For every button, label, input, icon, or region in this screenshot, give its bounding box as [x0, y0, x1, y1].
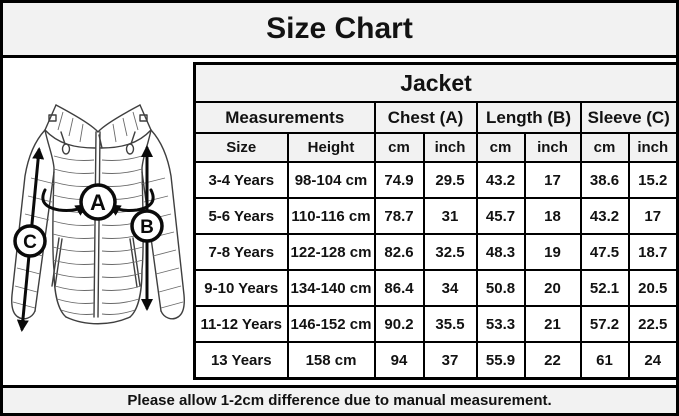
zipper-line	[93, 131, 101, 318]
value-cell: 24	[627, 341, 676, 380]
table-row: 9-10 Years 134-140 cm 86.4 34 50.8 20 52.1 20.5	[193, 269, 676, 307]
table-row: 11-12 Years 146-152 cm 90.2 35.5 53.3 21 57.2 2…	[193, 305, 676, 343]
value-cell: 31	[422, 197, 478, 235]
value-cell: 43.2	[475, 161, 526, 199]
value-cell: 20.5	[627, 269, 676, 307]
value-cell: 37	[422, 341, 478, 380]
height-cell: 98-104 cm	[286, 161, 376, 199]
chest-label-circle	[79, 183, 117, 221]
value-cell: 47.5	[579, 233, 630, 271]
size-cell: 7-8 Years	[193, 233, 289, 271]
col-group-sleeve: Sleeve (C)	[579, 101, 676, 134]
value-cell: 78.7	[373, 197, 425, 235]
size-cell: 5-6 Years	[193, 197, 289, 235]
value-cell: 17	[523, 161, 582, 199]
value-cell: 18.7	[627, 233, 676, 271]
col-group-length: Length (B)	[475, 101, 582, 134]
measurement-labels: A B C	[13, 183, 164, 258]
value-cell: 19	[523, 233, 582, 271]
page-title-bar: Size Chart	[3, 3, 676, 58]
value-cell: 48.3	[475, 233, 526, 271]
value-cell: 57.2	[579, 305, 630, 343]
footer-note: Please allow 1-2cm difference due to man…	[127, 392, 552, 409]
value-cell: 18	[523, 197, 582, 235]
col-header-chest-inch: inch	[422, 132, 478, 163]
size-table-container: Jacket Measurements Chest (A) Length (B)…	[193, 58, 676, 385]
col-header-length-inch: inch	[523, 132, 582, 163]
chest-label-a: A	[90, 190, 106, 215]
main-area: A B C Jacket	[3, 58, 676, 385]
value-cell: 50.8	[475, 269, 526, 307]
table-title-row: Jacket	[193, 62, 676, 103]
sub-header-row: Size Height cm inch cm inch cm inch	[193, 132, 676, 163]
table-row: 3-4 Years 98-104 cm 74.9 29.5 43.2 17 38.6 15.2	[193, 161, 676, 199]
height-cell: 122-128 cm	[286, 233, 376, 271]
table-row: 13 Years 158 cm 94 37 55.9 22 61 24	[193, 341, 676, 380]
value-cell: 74.9	[373, 161, 425, 199]
col-header-length-cm: cm	[475, 132, 526, 163]
length-label-circle	[130, 209, 164, 243]
height-cell: 146-152 cm	[286, 305, 376, 343]
footer-note-bar: Please allow 1-2cm difference due to man…	[3, 385, 676, 413]
col-group-measurements: Measurements	[193, 101, 376, 134]
jacket-diagram: A B C	[3, 58, 193, 385]
value-cell: 53.3	[475, 305, 526, 343]
value-cell: 22.5	[627, 305, 676, 343]
zipper-pull	[98, 134, 103, 149]
chest-arrow-left	[41, 188, 88, 216]
table-title: Jacket	[193, 62, 676, 103]
chest-arrow-right	[108, 188, 155, 216]
page-title: Size Chart	[266, 12, 413, 45]
value-cell: 21	[523, 305, 582, 343]
value-cell: 20	[523, 269, 582, 307]
collar-toggle-left	[48, 114, 57, 122]
table-row: 7-8 Years 122-128 cm 82.6 32.5 48.3 19 47.5 18.…	[193, 233, 676, 271]
height-cell: 110-116 cm	[286, 197, 376, 235]
value-cell: 15.2	[627, 161, 676, 199]
col-header-size: Size	[193, 132, 289, 163]
height-cell: 158 cm	[286, 341, 376, 380]
table-row: 5-6 Years 110-116 cm 78.7 31 45.7 18 43.2 17	[193, 197, 676, 235]
value-cell: 52.1	[579, 269, 630, 307]
col-header-chest-cm: cm	[373, 132, 425, 163]
value-cell: 34	[422, 269, 478, 307]
pocket-left	[51, 237, 63, 288]
size-cell: 9-10 Years	[193, 269, 289, 307]
value-cell: 55.9	[475, 341, 526, 380]
sleeve-label-circle	[13, 224, 47, 258]
table-body: 3-4 Years 98-104 cm 74.9 29.5 43.2 17 38.6 15.2…	[193, 161, 676, 380]
length-label-b: B	[140, 217, 154, 238]
value-cell: 90.2	[373, 305, 425, 343]
jacket-illustration: A B C	[11, 104, 185, 332]
group-header-row: Measurements Chest (A) Length (B) Sleeve…	[193, 101, 676, 134]
value-cell: 94	[373, 341, 425, 380]
value-cell: 35.5	[422, 305, 478, 343]
col-header-height: Height	[286, 132, 376, 163]
col-group-chest: Chest (A)	[373, 101, 478, 134]
value-cell: 22	[523, 341, 582, 380]
size-cell: 3-4 Years	[193, 161, 289, 199]
value-cell: 82.6	[373, 233, 425, 271]
size-cell: 11-12 Years	[193, 305, 289, 343]
size-cell: 13 Years	[193, 341, 289, 380]
value-cell: 45.7	[475, 197, 526, 235]
value-cell: 17	[627, 197, 676, 235]
value-cell: 38.6	[579, 161, 630, 199]
value-cell: 86.4	[373, 269, 425, 307]
value-cell: 43.2	[579, 197, 630, 235]
sleeve-label-c: C	[23, 232, 37, 253]
value-cell: 29.5	[422, 161, 478, 199]
collar-toggle-right	[139, 114, 148, 122]
value-cell: 61	[579, 341, 630, 380]
col-header-sleeve-inch: inch	[627, 132, 676, 163]
col-header-sleeve-cm: cm	[579, 132, 630, 163]
height-cell: 134-140 cm	[286, 269, 376, 307]
value-cell: 32.5	[422, 233, 478, 271]
size-table: Jacket Measurements Chest (A) Length (B)…	[193, 62, 676, 380]
